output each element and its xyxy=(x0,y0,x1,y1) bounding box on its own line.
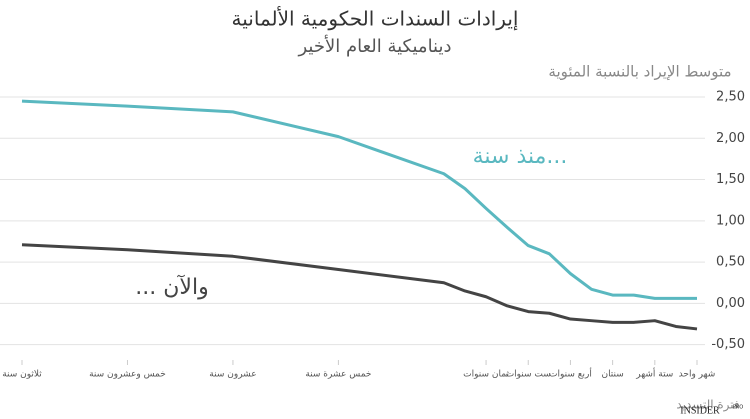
y-tick-label: 0,00 xyxy=(716,296,745,311)
y-tick-label: 0,50 xyxy=(716,255,745,270)
x-tick-label: خمس وعشرون سنة xyxy=(89,370,166,380)
x-tick-label: ستة أشهر xyxy=(635,368,673,380)
y-tick-label: 1,00 xyxy=(716,213,745,228)
x-tick-label: خمس عشرة سنة xyxy=(305,370,371,380)
x-tick-label: ست سنوات xyxy=(506,370,551,380)
chart-subtitle: ديناميكية العام الأخير xyxy=(297,35,451,57)
y-tick-label: 1,50 xyxy=(716,172,745,187)
chart-title: إيرادات السندات الحكومية الألمانية xyxy=(232,7,519,32)
logo: INSIDER xyxy=(680,405,720,416)
y-tick-label: 2,50 xyxy=(716,90,745,105)
x-tick-label: ثمان سنوات xyxy=(463,370,509,380)
series-annotation: منذ سنة... xyxy=(473,144,568,169)
series-line xyxy=(21,243,698,331)
y-axis-label: متوسط الإيراد بالنسبة المئوية xyxy=(548,63,731,81)
x-tick-label: عشرون سنة xyxy=(209,370,256,380)
x-tick-label: ثلاثون سنة xyxy=(2,370,42,380)
x-axis-label: فترة التسديد xyxy=(676,398,739,413)
series-annotation: ... والآن xyxy=(135,274,208,300)
y-tick-label: 2,00 xyxy=(716,131,745,146)
x-tick-label: سنتان xyxy=(601,370,623,380)
logo-sup: PRO xyxy=(733,405,743,411)
x-tick-label: أربع سنوات xyxy=(549,368,592,380)
series-line xyxy=(21,99,697,300)
y-tick-label: -0,50 xyxy=(711,337,745,352)
x-tick-label: شهر واحد xyxy=(679,370,716,380)
